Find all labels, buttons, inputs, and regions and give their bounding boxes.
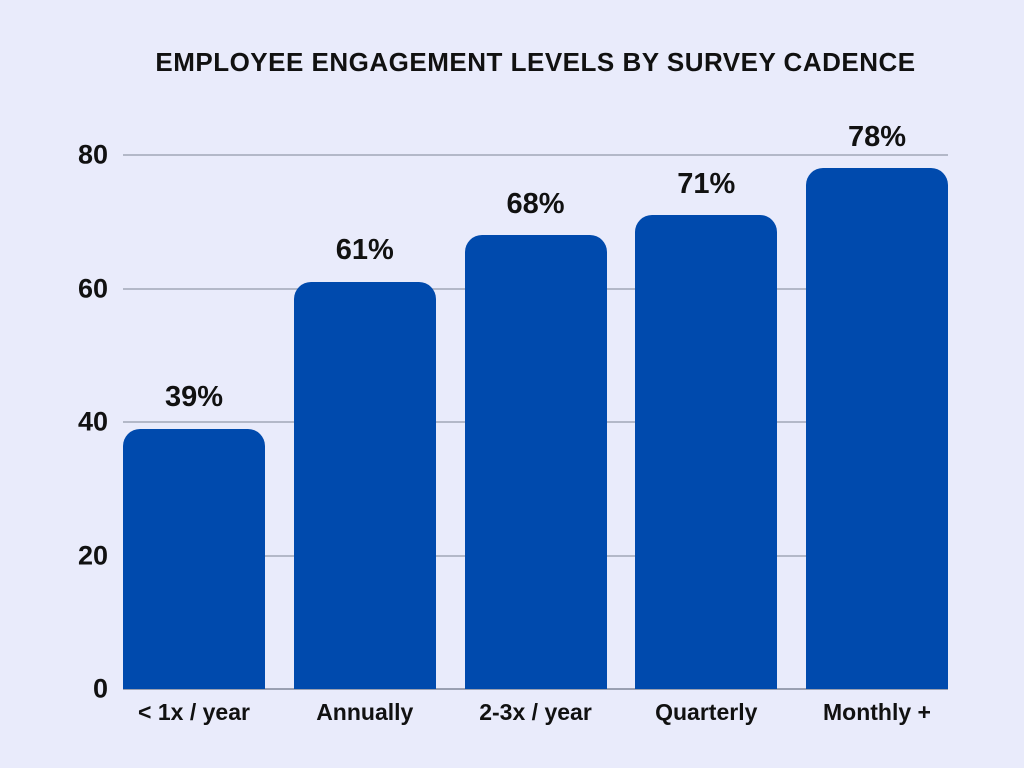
gridline-80	[123, 154, 948, 156]
y-axis-tick-60: 60	[77, 273, 108, 303]
x-axis-label-quarterly: Quarterly	[655, 699, 758, 725]
x-axis-label-2-3x-year: 2-3x / year	[479, 699, 592, 725]
bar-group-annually: 61%	[293, 155, 436, 689]
bar	[123, 428, 265, 689]
bar	[806, 168, 948, 689]
bar-value-label: 61%	[335, 234, 394, 267]
bar	[293, 281, 436, 689]
x-axis: < 1x / year Annually 2-3x / year Quarter…	[123, 698, 948, 728]
y-axis-tick-0: 0	[92, 673, 108, 704]
bar-value-label: 78%	[847, 121, 907, 154]
y-axis: 80 60 40 20 0	[38, 141, 108, 702]
bar-value-label: 71%	[677, 167, 736, 200]
x-axis-label-annually: Annually	[316, 699, 414, 725]
y-axis-tick-40: 40	[77, 406, 108, 437]
bar-value-label: 39%	[164, 381, 224, 414]
bar-group-quarterly: 71%	[635, 155, 778, 689]
bar-group-lt-1x-year: 39%	[123, 155, 265, 689]
chart-title: EMPLOYEE ENGAGEMENT LEVELS BY SURVEY CAD…	[155, 47, 916, 77]
gridline-0-baseline	[123, 688, 948, 690]
plot-area: 39% 61% 68% 71% 78%	[123, 121, 948, 690]
y-axis-tick-80: 80	[77, 139, 108, 170]
bar	[635, 215, 778, 689]
x-axis-label-lt-1x-year: < 1x / year	[138, 699, 250, 725]
x-axis-label-monthly-plus: Monthly +	[823, 699, 931, 725]
bar-group-monthly-plus: 78%	[806, 121, 948, 689]
y-axis-tick-20: 20	[77, 540, 108, 570]
bar	[464, 235, 607, 689]
bar-group-2-3x-year: 68%	[464, 155, 607, 689]
bar-value-label: 68%	[506, 187, 565, 220]
bar-series: 39% 61% 68% 71% 78%	[123, 121, 948, 689]
